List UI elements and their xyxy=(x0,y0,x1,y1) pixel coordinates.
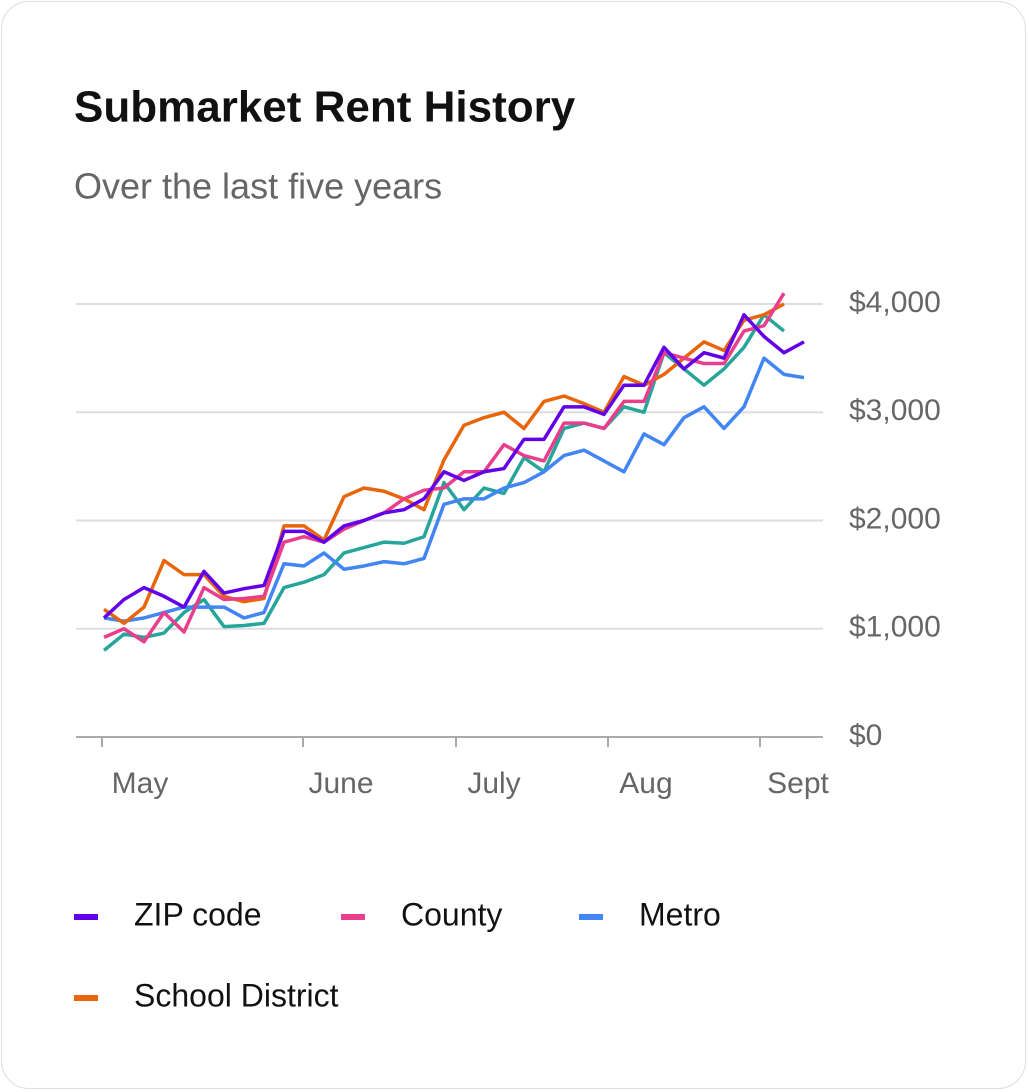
legend-label: ZIP code xyxy=(134,896,261,932)
y-tick-label: $4,000 xyxy=(849,286,941,319)
legend-swatch xyxy=(579,914,603,920)
chart-subtitle: Over the last five years xyxy=(74,166,442,207)
y-tick-label: $2,000 xyxy=(849,502,941,535)
y-tick-label: $0 xyxy=(849,719,882,752)
legend-label: School District xyxy=(134,977,339,1013)
y-tick-label: $1,000 xyxy=(849,611,941,644)
legend-label: Metro xyxy=(639,896,721,932)
series-line xyxy=(103,292,786,644)
x-tick-label: May xyxy=(112,767,169,800)
legend-swatch xyxy=(74,914,98,920)
legend-swatch xyxy=(74,995,98,1001)
series-line xyxy=(102,313,805,620)
series-line xyxy=(103,356,805,623)
x-tick-label: Sept xyxy=(767,767,829,800)
x-tick-label: July xyxy=(467,767,520,800)
x-tick-label: Aug xyxy=(619,767,672,800)
legend-swatch xyxy=(341,914,365,920)
x-tick-label: June xyxy=(308,767,373,800)
chart-title: Submarket Rent History xyxy=(74,83,576,132)
y-tick-label: $3,000 xyxy=(849,394,941,427)
legend-label: County xyxy=(401,896,502,932)
series-line xyxy=(102,313,786,652)
series-line xyxy=(102,302,785,626)
